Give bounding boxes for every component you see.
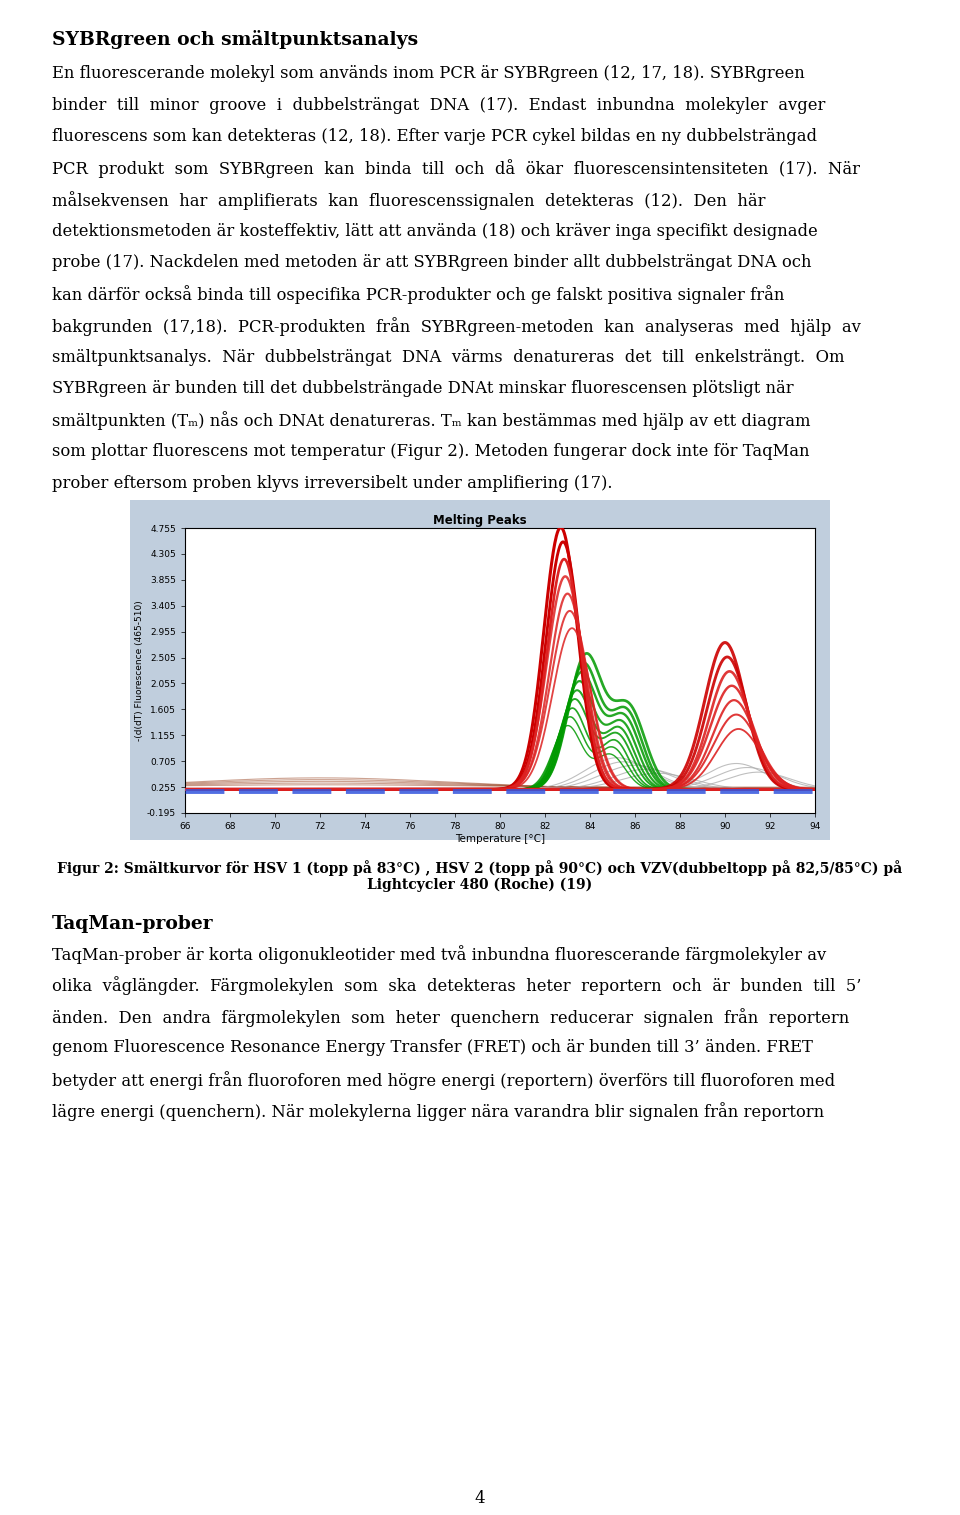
Text: prober eftersom proben klyvs irreversibelt under amplifiering (17).: prober eftersom proben klyvs irreversibe… (52, 474, 612, 491)
Text: olika  våglängder.  Färgmolekylen  som  ska  detekteras  heter  reportern  och  : olika våglängder. Färgmolekylen som ska … (52, 977, 861, 995)
Text: probe (17). Nackdelen med metoden är att SYBRgreen binder allt dubbelsträngat DN: probe (17). Nackdelen med metoden är att… (52, 255, 811, 271)
Text: bakgrunden  (17,18).  PCR-produkten  från  SYBRgreen-metoden  kan  analyseras  m: bakgrunden (17,18). PCR-produkten från S… (52, 317, 861, 336)
Text: änden.  Den  andra  färgmolekylen  som  heter  quenchern  reducerar  signalen  f: änden. Den andra färgmolekylen som heter… (52, 1007, 850, 1027)
Text: Melting Peaks: Melting Peaks (433, 514, 527, 527)
Text: Lightcycler 480 (Roche) (19): Lightcycler 480 (Roche) (19) (368, 879, 592, 892)
Text: betyder att energi från fluoroforen med högre energi (reportern) överförs till f: betyder att energi från fluoroforen med … (52, 1071, 835, 1089)
Text: binder  till  minor  groove  i  dubbelsträngat  DNA  (17).  Endast  inbundna  mo: binder till minor groove i dubbelstränga… (52, 97, 826, 114)
Text: fluorescens som kan detekteras (12, 18). Efter varje PCR cykel bildas en ny dubb: fluorescens som kan detekteras (12, 18).… (52, 127, 817, 145)
Text: detektionsmetoden är kosteffektiv, lätt att använda (18) och kräver inga specifi: detektionsmetoden är kosteffektiv, lätt … (52, 223, 818, 239)
Text: Figur 2: Smältkurvor för HSV 1 (topp på 83°C) , HSV 2 (topp på 90°C) och VZV(dub: Figur 2: Smältkurvor för HSV 1 (topp på … (58, 861, 902, 876)
Text: TaqMan-prober är korta oligonukleotider med två inbundna fluorescerande färgmole: TaqMan-prober är korta oligonukleotider … (52, 945, 827, 964)
Text: TaqMan-prober: TaqMan-prober (52, 915, 214, 933)
Text: målsekvensen  har  amplifierats  kan  fluorescenssignalen  detekteras  (12).  De: målsekvensen har amplifierats kan fluore… (52, 191, 765, 211)
Text: lägre energi (quenchern). När molekylerna ligger nära varandra blir signalen frå: lägre energi (quenchern). När molekylern… (52, 1103, 824, 1121)
Text: PCR  produkt  som  SYBRgreen  kan  binda  till  och  då  ökar  fluorescensintens: PCR produkt som SYBRgreen kan binda till… (52, 159, 860, 179)
Text: som plottar fluorescens mot temperatur (Figur 2). Metoden fungerar dock inte för: som plottar fluorescens mot temperatur (… (52, 442, 809, 461)
Text: En fluorescerande molekyl som används inom PCR är SYBRgreen (12, 17, 18). SYBRgr: En fluorescerande molekyl som används in… (52, 65, 804, 82)
Text: SYBRgreen och smältpunktsanalys: SYBRgreen och smältpunktsanalys (52, 30, 419, 48)
Text: kan därför också binda till ospecifika PCR-produkter och ge falskt positiva sign: kan därför också binda till ospecifika P… (52, 285, 784, 305)
Text: smältpunkten (Tₘ) nås och DNAt denatureras. Tₘ kan bestämmas med hjälp av ett di: smältpunkten (Tₘ) nås och DNAt denaturer… (52, 412, 810, 430)
Y-axis label: -(d(dT) Fluorescence (465-510): -(d(dT) Fluorescence (465-510) (135, 600, 144, 741)
Text: 4: 4 (474, 1489, 486, 1507)
X-axis label: Temperature [°C]: Temperature [°C] (455, 833, 545, 844)
FancyBboxPatch shape (130, 500, 830, 839)
Text: smältpunktsanalys.  När  dubbelsträngat  DNA  värms  denatureras  det  till  enk: smältpunktsanalys. När dubbelsträngat DN… (52, 348, 845, 365)
Text: SYBRgreen är bunden till det dubbelsträngade DNAt minskar fluorescensen plötslig: SYBRgreen är bunden till det dubbelsträn… (52, 380, 794, 397)
Text: genom Fluorescence Resonance Energy Transfer (FRET) och är bunden till 3’ änden.: genom Fluorescence Resonance Energy Tran… (52, 1039, 813, 1056)
